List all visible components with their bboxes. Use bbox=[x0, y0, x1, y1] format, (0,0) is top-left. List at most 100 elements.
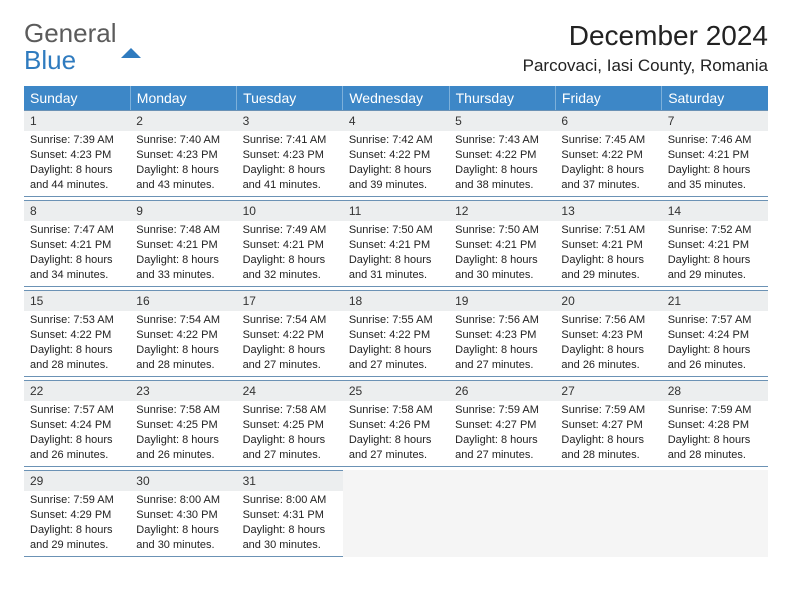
dl1-text: Daylight: 8 hours bbox=[349, 433, 443, 448]
blank-day bbox=[662, 470, 768, 557]
day-content: 5Sunrise: 7:43 AMSunset: 4:22 PMDaylight… bbox=[449, 110, 555, 197]
day-cell: 9Sunrise: 7:48 AMSunset: 4:21 PMDaylight… bbox=[130, 200, 236, 287]
day-content: 11Sunrise: 7:50 AMSunset: 4:21 PMDayligh… bbox=[343, 200, 449, 287]
blank-day bbox=[343, 470, 449, 557]
dl2-text: and 30 minutes. bbox=[455, 268, 549, 283]
day-cell: 13Sunrise: 7:51 AMSunset: 4:21 PMDayligh… bbox=[555, 200, 661, 287]
day-number: 22 bbox=[24, 381, 130, 401]
sunrise-text: Sunrise: 7:56 AM bbox=[455, 313, 549, 328]
dl1-text: Daylight: 8 hours bbox=[455, 163, 549, 178]
dl1-text: Daylight: 8 hours bbox=[136, 433, 230, 448]
day-content: 4Sunrise: 7:42 AMSunset: 4:22 PMDaylight… bbox=[343, 110, 449, 197]
day-content: 1Sunrise: 7:39 AMSunset: 4:23 PMDaylight… bbox=[24, 110, 130, 197]
col-monday: Monday bbox=[130, 86, 236, 110]
dl2-text: and 27 minutes. bbox=[455, 448, 549, 463]
day-number: 13 bbox=[555, 201, 661, 221]
col-tuesday: Tuesday bbox=[237, 86, 343, 110]
day-number: 28 bbox=[662, 381, 768, 401]
day-number: 27 bbox=[555, 381, 661, 401]
sunset-text: Sunset: 4:23 PM bbox=[455, 328, 549, 343]
col-wednesday: Wednesday bbox=[343, 86, 449, 110]
day-cell: 30Sunrise: 8:00 AMSunset: 4:30 PMDayligh… bbox=[130, 470, 236, 557]
sunrise-text: Sunrise: 7:59 AM bbox=[668, 403, 762, 418]
day-number: 4 bbox=[343, 111, 449, 131]
day-cell: 22Sunrise: 7:57 AMSunset: 4:24 PMDayligh… bbox=[24, 380, 130, 467]
dl2-text: and 26 minutes. bbox=[30, 448, 124, 463]
dl1-text: Daylight: 8 hours bbox=[668, 343, 762, 358]
day-content: 27Sunrise: 7:59 AMSunset: 4:27 PMDayligh… bbox=[555, 380, 661, 467]
sunrise-text: Sunrise: 7:54 AM bbox=[243, 313, 337, 328]
blank-day bbox=[555, 470, 661, 557]
dl1-text: Daylight: 8 hours bbox=[30, 343, 124, 358]
day-cell bbox=[449, 470, 555, 557]
dl1-text: Daylight: 8 hours bbox=[136, 163, 230, 178]
sunset-text: Sunset: 4:21 PM bbox=[349, 238, 443, 253]
sunset-text: Sunset: 4:22 PM bbox=[455, 148, 549, 163]
day-content: 19Sunrise: 7:56 AMSunset: 4:23 PMDayligh… bbox=[449, 290, 555, 377]
sunset-text: Sunset: 4:24 PM bbox=[30, 418, 124, 433]
col-saturday: Saturday bbox=[662, 86, 768, 110]
sunrise-text: Sunrise: 7:59 AM bbox=[561, 403, 655, 418]
sunrise-text: Sunrise: 7:52 AM bbox=[668, 223, 762, 238]
dl2-text: and 26 minutes. bbox=[668, 358, 762, 373]
day-content: 17Sunrise: 7:54 AMSunset: 4:22 PMDayligh… bbox=[237, 290, 343, 377]
day-content: 15Sunrise: 7:53 AMSunset: 4:22 PMDayligh… bbox=[24, 290, 130, 377]
week-row: 29Sunrise: 7:59 AMSunset: 4:29 PMDayligh… bbox=[24, 470, 768, 557]
day-number: 12 bbox=[449, 201, 555, 221]
day-number: 2 bbox=[130, 111, 236, 131]
day-cell: 4Sunrise: 7:42 AMSunset: 4:22 PMDaylight… bbox=[343, 110, 449, 197]
dl2-text: and 33 minutes. bbox=[136, 268, 230, 283]
day-cell: 3Sunrise: 7:41 AMSunset: 4:23 PMDaylight… bbox=[237, 110, 343, 197]
day-cell: 28Sunrise: 7:59 AMSunset: 4:28 PMDayligh… bbox=[662, 380, 768, 467]
day-number: 11 bbox=[343, 201, 449, 221]
dl2-text: and 29 minutes. bbox=[561, 268, 655, 283]
brand-text: General Blue bbox=[24, 20, 141, 75]
calendar-body: 1Sunrise: 7:39 AMSunset: 4:23 PMDaylight… bbox=[24, 110, 768, 557]
sunrise-text: Sunrise: 7:56 AM bbox=[561, 313, 655, 328]
dl1-text: Daylight: 8 hours bbox=[136, 523, 230, 538]
sunrise-text: Sunrise: 7:54 AM bbox=[136, 313, 230, 328]
sunset-text: Sunset: 4:23 PM bbox=[243, 148, 337, 163]
dl1-text: Daylight: 8 hours bbox=[561, 253, 655, 268]
day-number: 26 bbox=[449, 381, 555, 401]
sunset-text: Sunset: 4:21 PM bbox=[136, 238, 230, 253]
day-content: 3Sunrise: 7:41 AMSunset: 4:23 PMDaylight… bbox=[237, 110, 343, 197]
day-content: 30Sunrise: 8:00 AMSunset: 4:30 PMDayligh… bbox=[130, 470, 236, 557]
week-row: 8Sunrise: 7:47 AMSunset: 4:21 PMDaylight… bbox=[24, 200, 768, 287]
week-row: 15Sunrise: 7:53 AMSunset: 4:22 PMDayligh… bbox=[24, 290, 768, 377]
day-cell: 5Sunrise: 7:43 AMSunset: 4:22 PMDaylight… bbox=[449, 110, 555, 197]
week-row: 22Sunrise: 7:57 AMSunset: 4:24 PMDayligh… bbox=[24, 380, 768, 467]
day-content: 25Sunrise: 7:58 AMSunset: 4:26 PMDayligh… bbox=[343, 380, 449, 467]
day-cell: 21Sunrise: 7:57 AMSunset: 4:24 PMDayligh… bbox=[662, 290, 768, 377]
sunset-text: Sunset: 4:29 PM bbox=[30, 508, 124, 523]
dl2-text: and 28 minutes. bbox=[561, 448, 655, 463]
sunset-text: Sunset: 4:31 PM bbox=[243, 508, 337, 523]
dl2-text: and 34 minutes. bbox=[30, 268, 124, 283]
blank-day bbox=[449, 470, 555, 557]
day-cell: 11Sunrise: 7:50 AMSunset: 4:21 PMDayligh… bbox=[343, 200, 449, 287]
sunset-text: Sunset: 4:25 PM bbox=[136, 418, 230, 433]
sunrise-text: Sunrise: 8:00 AM bbox=[243, 493, 337, 508]
sunrise-text: Sunrise: 7:58 AM bbox=[243, 403, 337, 418]
day-cell: 29Sunrise: 7:59 AMSunset: 4:29 PMDayligh… bbox=[24, 470, 130, 557]
day-cell: 10Sunrise: 7:49 AMSunset: 4:21 PMDayligh… bbox=[237, 200, 343, 287]
day-number: 17 bbox=[237, 291, 343, 311]
dl1-text: Daylight: 8 hours bbox=[561, 163, 655, 178]
day-content: 7Sunrise: 7:46 AMSunset: 4:21 PMDaylight… bbox=[662, 110, 768, 197]
dl2-text: and 30 minutes. bbox=[243, 538, 337, 553]
day-cell: 16Sunrise: 7:54 AMSunset: 4:22 PMDayligh… bbox=[130, 290, 236, 377]
dl2-text: and 27 minutes. bbox=[349, 358, 443, 373]
dl1-text: Daylight: 8 hours bbox=[455, 253, 549, 268]
sunrise-text: Sunrise: 7:45 AM bbox=[561, 133, 655, 148]
dl2-text: and 28 minutes. bbox=[668, 448, 762, 463]
dl2-text: and 32 minutes. bbox=[243, 268, 337, 283]
day-cell: 6Sunrise: 7:45 AMSunset: 4:22 PMDaylight… bbox=[555, 110, 661, 197]
sunrise-text: Sunrise: 7:39 AM bbox=[30, 133, 124, 148]
sunrise-text: Sunrise: 8:00 AM bbox=[136, 493, 230, 508]
dl2-text: and 43 minutes. bbox=[136, 178, 230, 193]
day-cell: 12Sunrise: 7:50 AMSunset: 4:21 PMDayligh… bbox=[449, 200, 555, 287]
day-content: 28Sunrise: 7:59 AMSunset: 4:28 PMDayligh… bbox=[662, 380, 768, 467]
sunset-text: Sunset: 4:25 PM bbox=[243, 418, 337, 433]
day-cell bbox=[555, 470, 661, 557]
sunrise-text: Sunrise: 7:47 AM bbox=[30, 223, 124, 238]
